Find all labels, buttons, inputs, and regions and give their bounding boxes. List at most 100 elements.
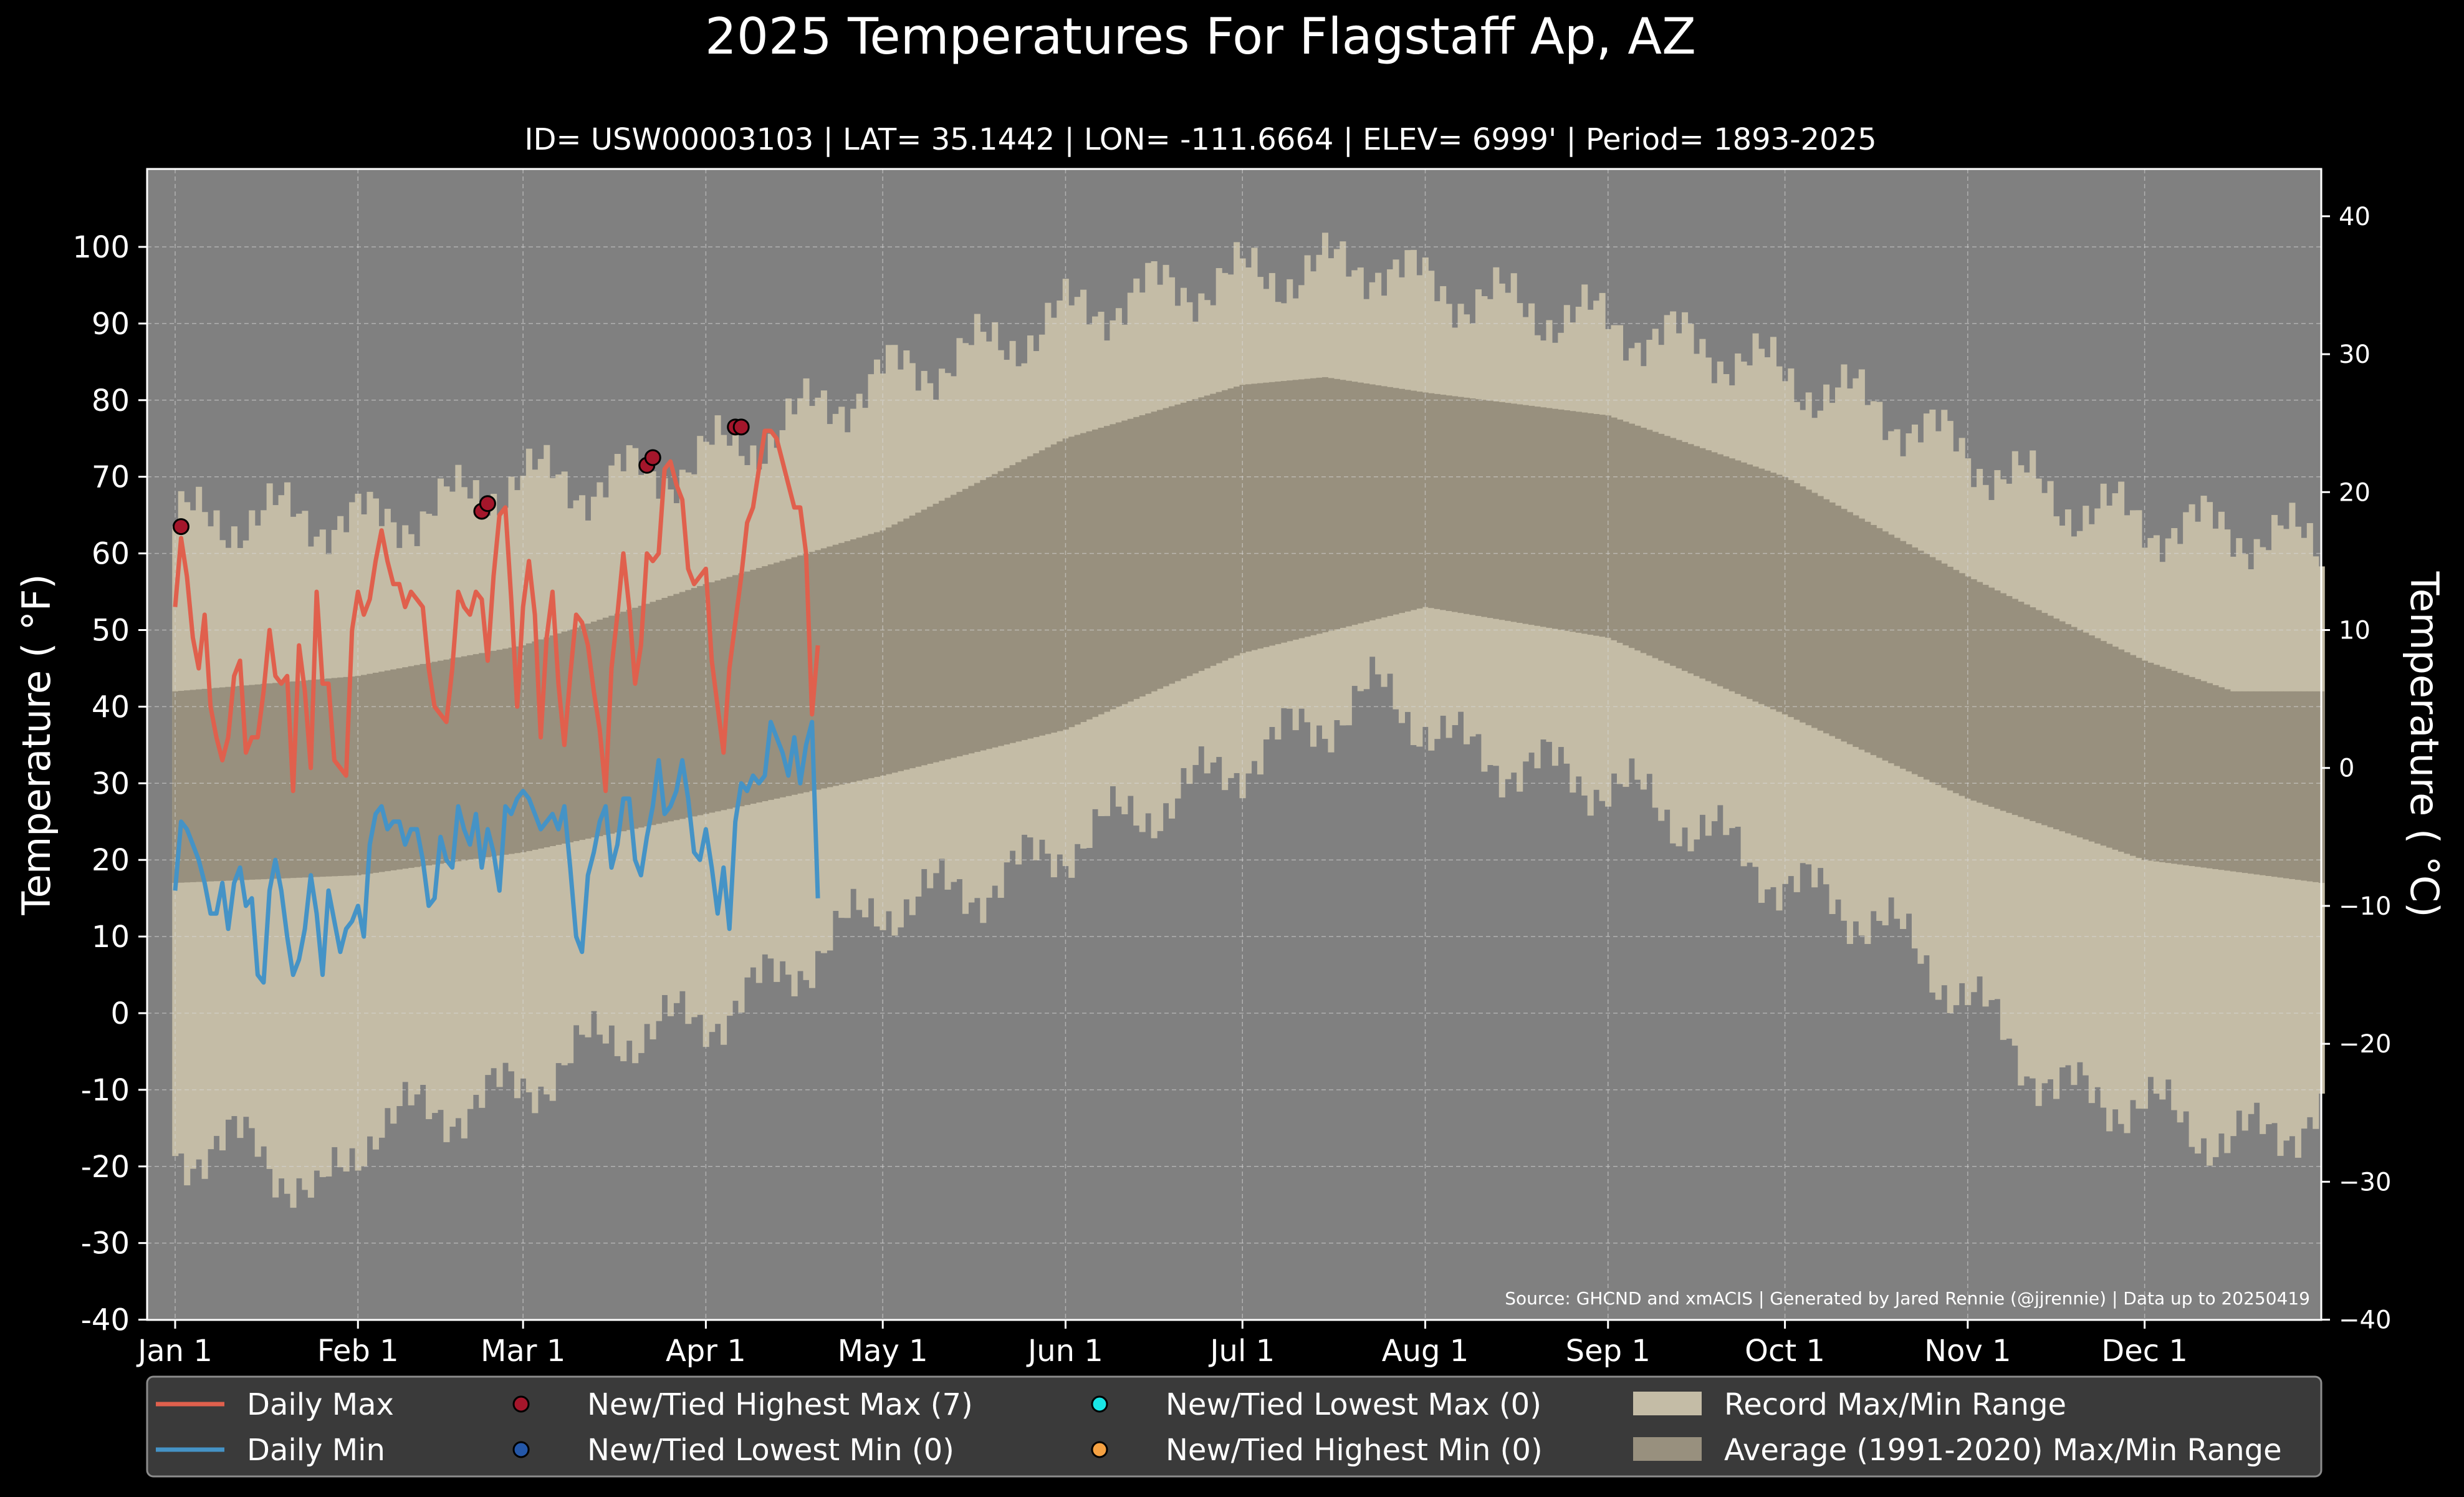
normal-range-bar (1723, 456, 1730, 689)
normal-range-bar (661, 597, 668, 823)
normal-range-bar (219, 687, 226, 881)
normal-range-bar (461, 656, 467, 861)
normal-range-bar (750, 569, 757, 804)
plot-frame (146, 168, 2323, 1321)
normal-range-bar (880, 530, 886, 776)
normal-range-bar (2047, 615, 2054, 827)
normal-range-bar (1015, 462, 1022, 742)
y-tick-label: 80 (92, 383, 130, 418)
normal-range-bar (2165, 668, 2172, 864)
normal-range-bar (1829, 502, 1836, 736)
normal-range-bar (2236, 691, 2243, 872)
normal-range-bar (874, 532, 881, 777)
normal-range-bar (1505, 403, 1512, 621)
y-tick-label: 60 (92, 537, 130, 572)
normal-range-bar (1711, 452, 1718, 684)
normal-range-bars (172, 377, 2325, 883)
normal-range-bar (1245, 384, 1252, 652)
normal-range-bar (1033, 453, 1040, 738)
normal-range-bar (1788, 479, 1795, 718)
y-tick-label: 0 (110, 996, 130, 1031)
normal-range-bar (396, 668, 403, 870)
normal-range-bar (1517, 404, 1523, 623)
normal-range-bar (1133, 416, 1140, 700)
normal-range-bar (2248, 691, 2255, 874)
normal-range-bar (1747, 465, 1753, 700)
legend-box (146, 1375, 2323, 1478)
normal-range-bar (1947, 567, 1953, 791)
normal-range-bar (325, 678, 332, 877)
normal-range-bar (1894, 537, 1901, 766)
normal-range-bar (1664, 436, 1671, 663)
normal-range-bar (1127, 418, 1134, 702)
normal-range-bar (567, 629, 574, 843)
normal-range-bar (620, 612, 627, 832)
normal-range-bar (590, 622, 597, 838)
normal-range-bar (1098, 428, 1105, 715)
normal-range-bar (1853, 515, 1859, 748)
normal-range-bar (779, 561, 786, 797)
normal-range-bar (196, 689, 203, 882)
normal-range-bar (1805, 489, 1812, 726)
normal-range-bar (1263, 382, 1270, 647)
normal-range-bar (1333, 378, 1340, 630)
normal-range-bar (1139, 415, 1146, 697)
normal-range-bar (184, 690, 191, 883)
legend-marker-swatch (512, 1441, 530, 1458)
normal-range-bar (2183, 675, 2190, 865)
normal-range-bar (1970, 579, 1977, 801)
normal-range-bar (1204, 395, 1210, 668)
normal-range-bar (1103, 426, 1111, 712)
y-tick-label: 10 (92, 920, 130, 955)
normal-range-bar (213, 688, 220, 882)
normal-range-bar (272, 683, 279, 879)
normal-range-bar (2006, 596, 2013, 813)
normal-range-bar (1793, 483, 1800, 720)
normal-range-bar (1004, 468, 1010, 745)
normal-range-bar (208, 688, 214, 882)
normal-range-bar (1764, 470, 1771, 707)
normal-range-bar (985, 477, 992, 749)
normal-range-bar (885, 527, 892, 774)
normal-range-bar (1563, 410, 1570, 631)
normal-range-bar (1469, 398, 1476, 615)
normal-range-bar (1882, 531, 1889, 761)
normal-range-bar (231, 686, 237, 881)
normal-range-bar (738, 573, 745, 807)
normal-range-bar (1027, 456, 1034, 739)
normal-range-bar (1050, 444, 1057, 733)
normal-range-bar (2030, 607, 2036, 821)
normal-range-bar (1169, 406, 1176, 684)
normal-range-bar (2118, 649, 2125, 852)
legend-marker-swatch (512, 1395, 530, 1413)
normal-range-bar (1616, 419, 1624, 643)
normal-range-bar (1728, 458, 1735, 691)
normal-range-bar (2100, 641, 2107, 846)
normal-range-bar (2230, 691, 2236, 872)
y-tick-label-right: −40 (2339, 1306, 2391, 1335)
normal-range-bar (1640, 428, 1647, 653)
normal-range-bar (650, 602, 656, 826)
x-tick-label: Dec 1 (2101, 1334, 2188, 1369)
normal-range-bar (467, 655, 474, 860)
normal-range-bar (1192, 399, 1199, 674)
normal-range-bar (1611, 417, 1618, 640)
normal-range-bar (1057, 441, 1063, 731)
normal-range-bar (1162, 408, 1169, 686)
daily-max-line (173, 428, 820, 794)
normal-range-bar (2260, 691, 2266, 875)
normal-range-bar (1345, 380, 1352, 627)
normal-range-bar (832, 544, 839, 786)
normal-range-bar (295, 681, 302, 878)
normal-range-bar (178, 691, 185, 883)
normal-range-bar (702, 584, 709, 814)
normal-range-bar (331, 678, 338, 877)
y-tick-label-right: 0 (2339, 754, 2354, 783)
normal-range-bar (673, 594, 680, 821)
normal-range-bar (1234, 387, 1240, 656)
normal-range-bar (2035, 610, 2042, 824)
normal-range-bar (390, 669, 397, 870)
normal-range-bar (449, 658, 456, 862)
normal-range-bar (1298, 379, 1305, 638)
